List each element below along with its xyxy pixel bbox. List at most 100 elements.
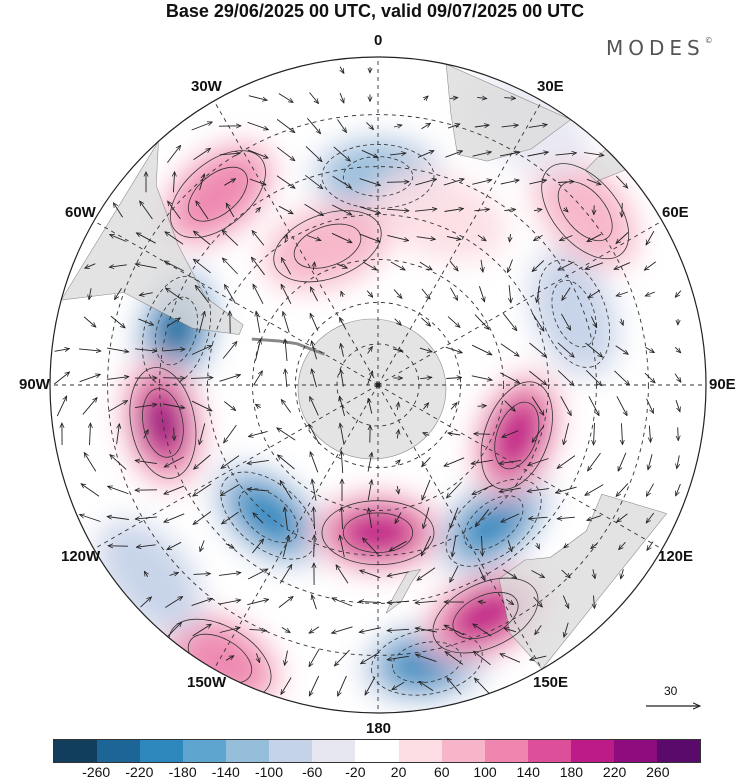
wind-vector-174 xyxy=(445,346,463,353)
wind-vector-392 xyxy=(361,651,380,664)
colorbar-segment-8 xyxy=(398,740,442,762)
wind-vector-19 xyxy=(421,123,431,130)
wind-vector-52 xyxy=(472,180,491,185)
wind-vector-299 xyxy=(164,513,185,522)
wind-vector-37 xyxy=(527,152,549,157)
wind-vector-48 xyxy=(359,178,381,186)
wind-vector-142 xyxy=(138,318,153,325)
wind-vector-290 xyxy=(527,488,549,492)
wind-vector-243 xyxy=(448,433,461,435)
wind-vector-20 xyxy=(447,124,460,129)
colorbar-segment-1 xyxy=(97,740,141,762)
colorbar-segment-5 xyxy=(269,740,313,762)
longitude-label-60e: 60E xyxy=(662,204,689,221)
wind-vector-202 xyxy=(585,369,602,385)
wind-vector-36 xyxy=(499,152,520,157)
wind-vector-136 xyxy=(588,289,601,298)
antarctic-peninsula-shape xyxy=(251,337,326,356)
wind-vector-402 xyxy=(365,676,376,695)
wind-vector-277 xyxy=(164,485,185,494)
wind-vector-362 xyxy=(332,598,353,607)
anomaly-centre-6-level-200 xyxy=(463,495,524,551)
wind-vector-163 xyxy=(135,349,157,351)
wind-vector-78 xyxy=(136,233,156,244)
contour-6-1 xyxy=(463,495,524,551)
wind-vector-99 xyxy=(135,264,157,269)
wind-vector-267 xyxy=(499,459,521,463)
wind-vector-154 xyxy=(502,313,517,330)
wind-vector-199 xyxy=(500,372,519,383)
wind-vector-252 xyxy=(84,453,97,472)
wind-vector-47 xyxy=(332,175,352,188)
wind-vector-151 xyxy=(421,317,430,326)
wind-vector-400 xyxy=(308,675,320,696)
wind-vector-350 xyxy=(503,569,516,579)
colorbar-tick-label: -60 xyxy=(302,764,323,780)
wind-vector-325 xyxy=(340,535,345,557)
wind-vector-132 xyxy=(478,286,484,302)
colorbar-tick-label: 260 xyxy=(646,764,670,780)
wind-vector-53 xyxy=(500,180,519,185)
wind-vector-393 xyxy=(387,655,409,659)
wind-vector-319 xyxy=(167,541,182,549)
wind-vector-4 xyxy=(309,92,319,104)
wind-vector-237 xyxy=(277,428,296,441)
wind-vector-0 xyxy=(340,66,344,74)
wind-vector-166 xyxy=(222,342,237,359)
wind-vector-144 xyxy=(198,311,204,333)
wind-vector-216 xyxy=(340,396,345,417)
wind-vector-363 xyxy=(359,601,382,602)
wind-vector-113 xyxy=(532,260,545,272)
wind-vector-230 xyxy=(90,423,91,446)
wind-vector-244 xyxy=(474,434,491,435)
wind-vector-156 xyxy=(561,313,570,330)
wind-vector-232 xyxy=(143,430,148,439)
wind-vector-28 xyxy=(276,146,295,160)
wind-vector-322 xyxy=(252,539,263,554)
wind-vector-253 xyxy=(110,455,127,470)
wind-vector-207 xyxy=(82,398,97,415)
wind-vector-210 xyxy=(163,403,185,408)
wind-vector-114 xyxy=(558,261,575,270)
wind-vector-401 xyxy=(338,675,347,696)
wind-vector-65 xyxy=(304,203,324,215)
wind-vector-296 xyxy=(80,515,101,522)
colorbar-segment-12 xyxy=(570,740,614,762)
wind-vector-7 xyxy=(424,96,428,100)
wind-vector-238 xyxy=(309,424,320,445)
wind-vector-61 xyxy=(196,201,209,220)
wind-vector-218 xyxy=(397,402,398,410)
wind-vector-77 xyxy=(110,235,127,242)
contour-5-0 xyxy=(432,577,539,654)
wind-vector-375 xyxy=(249,629,267,630)
wind-vector-331 xyxy=(507,540,512,551)
wind-vector-295 xyxy=(676,483,681,496)
wind-vector-33 xyxy=(417,151,434,158)
wind-vector-139 xyxy=(675,290,682,298)
wind-vector-282 xyxy=(312,479,317,501)
longitude-label-30w: 30W xyxy=(191,78,222,95)
wind-vector-332 xyxy=(537,542,540,549)
wind-vector-313 xyxy=(557,517,575,519)
wind-vector-399 xyxy=(281,677,292,695)
wind-vector-73 xyxy=(533,209,542,210)
wind-vector-206 xyxy=(56,396,68,417)
colorbar-tick-label: 180 xyxy=(559,764,584,780)
colorbar-segment-6 xyxy=(312,740,356,762)
wind-vector-76 xyxy=(622,202,623,217)
wind-vector-385 xyxy=(535,625,542,634)
wind-vector-62 xyxy=(226,203,235,218)
colorbar-tick-label: 60 xyxy=(434,764,450,780)
colorbar-tick-label: 220 xyxy=(602,764,627,780)
wind-vector-274 xyxy=(81,484,100,497)
wind-vector-107 xyxy=(362,261,377,270)
wind-vector-272 xyxy=(648,454,653,470)
wind-vector-251 xyxy=(678,427,679,440)
wind-vector-308 xyxy=(423,507,430,528)
wind-vector-27 xyxy=(247,149,268,158)
wind-vector-45 xyxy=(276,175,295,189)
wind-vector-196 xyxy=(420,377,432,378)
wind-vector-304 xyxy=(314,507,315,530)
wind-vector-125 xyxy=(281,284,292,305)
wind-vector-158 xyxy=(621,318,623,326)
